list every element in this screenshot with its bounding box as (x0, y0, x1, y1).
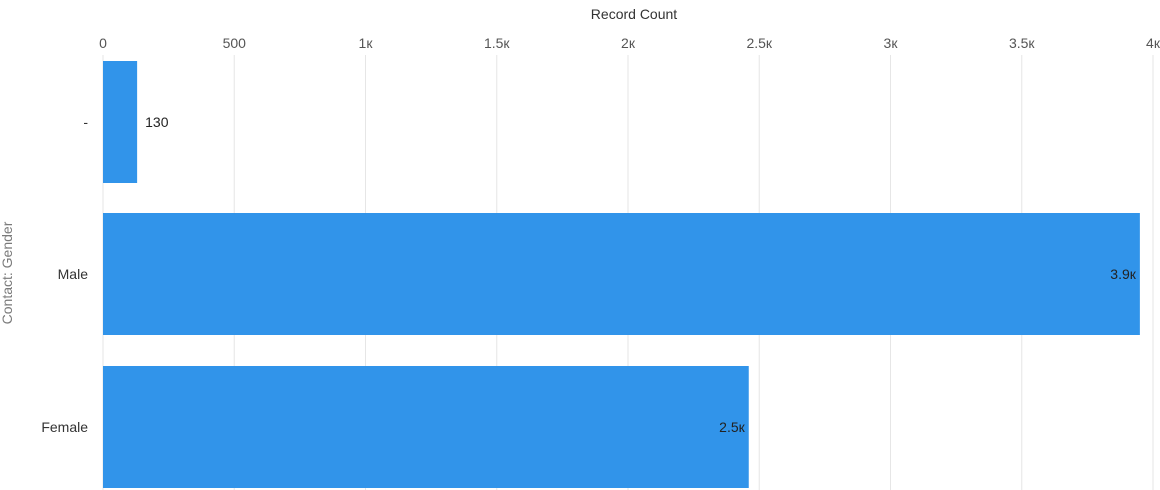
bar-female (103, 366, 749, 488)
category-label: Male (58, 266, 89, 282)
data-label: 2.5к (719, 419, 745, 435)
data-label: 3.9к (1110, 266, 1136, 282)
x-tick-label: 3к (884, 35, 899, 51)
bar-blank (103, 61, 137, 183)
x-axis-title: Record Count (591, 6, 677, 22)
x-tick-label: 1к (359, 35, 374, 51)
category-label: Female (41, 419, 88, 435)
x-tick-label: 2к (621, 35, 636, 51)
x-tick-label: 500 (223, 35, 247, 51)
y-axis-title: Contact: Gender (0, 221, 15, 324)
x-tick-label: 1.5к (484, 35, 510, 51)
data-label: 130 (145, 114, 169, 130)
bars (103, 61, 1140, 488)
category-label: - (83, 114, 88, 130)
bar-male (103, 213, 1140, 335)
x-tick-label: 3.5к (1009, 35, 1035, 51)
x-tick-label: 4к (1146, 35, 1160, 51)
x-tick-label: 2.5к (746, 35, 772, 51)
x-tick-label: 0 (99, 35, 107, 51)
